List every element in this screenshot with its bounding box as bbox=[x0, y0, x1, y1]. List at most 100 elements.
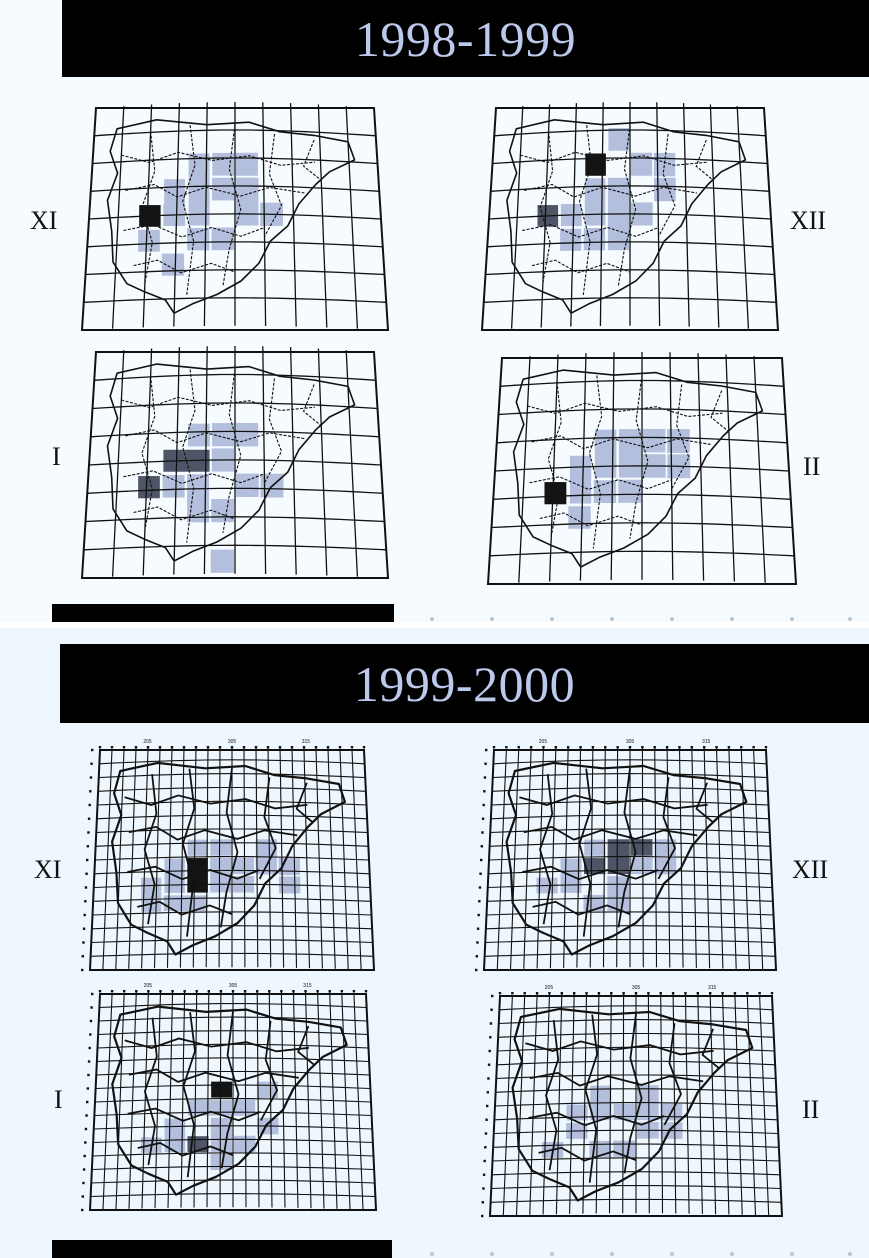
grid-tick-top bbox=[511, 992, 514, 995]
grid-tick-top bbox=[591, 746, 595, 749]
grid-tick-top bbox=[498, 992, 502, 995]
grid-parallel bbox=[490, 185, 770, 192]
grid-tick-top bbox=[158, 746, 162, 749]
grid-parallel bbox=[94, 373, 376, 381]
grid-parallel bbox=[489, 550, 795, 557]
grid-tick-left bbox=[84, 1141, 87, 1144]
grid-parallel bbox=[88, 213, 382, 220]
grid-tick-top bbox=[206, 746, 210, 749]
grid-tick-left bbox=[481, 817, 485, 820]
grid-tick-top bbox=[702, 746, 706, 749]
grid-tick-left bbox=[476, 941, 479, 944]
grid-column-label: 315 bbox=[708, 985, 717, 991]
cell-light bbox=[618, 479, 641, 503]
province-border bbox=[578, 768, 593, 937]
season-panel-1999-2000: 1999-2000 XI XII I II 205 305 315 205 305 31… bbox=[0, 628, 869, 1258]
province-border bbox=[260, 1020, 278, 1121]
grid-tick-top bbox=[338, 746, 342, 749]
province-border bbox=[128, 825, 298, 841]
grid-tick-left bbox=[86, 845, 90, 848]
grid-tick-top bbox=[122, 990, 126, 993]
grid-tick-top bbox=[255, 990, 259, 993]
grid-tick-left bbox=[82, 1181, 85, 1185]
grid-tick-top bbox=[254, 746, 258, 749]
grid-tick-left bbox=[482, 1173, 486, 1176]
cell-light bbox=[211, 499, 234, 523]
cell-light bbox=[667, 429, 690, 453]
grid-tick-top bbox=[684, 992, 687, 995]
grid-tick-left bbox=[490, 1008, 493, 1011]
grid-tick-top bbox=[690, 746, 694, 749]
grid-tick-left bbox=[91, 992, 94, 996]
cell-dark bbox=[211, 1081, 232, 1098]
grid-parallel bbox=[491, 522, 793, 529]
grid-parallel bbox=[85, 269, 385, 276]
grid-tick-left bbox=[89, 776, 93, 779]
month-label-ii: II bbox=[802, 1095, 820, 1124]
grid-tick-top bbox=[218, 746, 222, 749]
grid-tick-top bbox=[98, 746, 102, 749]
province-border bbox=[182, 369, 196, 543]
grid-tick-top bbox=[170, 746, 174, 749]
province-border bbox=[141, 131, 156, 283]
grid-parallel bbox=[492, 1157, 780, 1162]
map-frame bbox=[80, 107, 390, 331]
grid-column-label: 315 bbox=[303, 983, 312, 989]
grid-tick-top bbox=[243, 990, 247, 993]
grid-parallel bbox=[486, 911, 774, 916]
coastline bbox=[106, 119, 356, 314]
month-label-xii: XII bbox=[792, 855, 829, 884]
grid-tick-top bbox=[659, 992, 662, 995]
footer-bar bbox=[52, 1240, 392, 1258]
grid-parallel bbox=[94, 856, 370, 861]
grid-tick-top bbox=[616, 746, 619, 749]
season-title-1999-2000: 1999-2000 bbox=[60, 644, 869, 723]
grid-tick-left bbox=[479, 872, 482, 875]
grid-tick-left bbox=[485, 1118, 488, 1121]
grid-parallel bbox=[485, 269, 775, 276]
grid-tick-top bbox=[207, 990, 211, 993]
grid-tick-top bbox=[122, 746, 126, 749]
grid-tick-top bbox=[597, 992, 601, 995]
grid-tick-top bbox=[352, 990, 356, 993]
grid-tick-top bbox=[671, 992, 675, 995]
grid-parallel bbox=[487, 897, 773, 902]
cell-light bbox=[187, 474, 210, 523]
grid-tick-left bbox=[480, 858, 483, 862]
grid-tick-left bbox=[91, 748, 94, 752]
grid-tick-top bbox=[135, 990, 138, 993]
grid-tick-left bbox=[87, 817, 91, 820]
grid-tick-top bbox=[194, 746, 198, 749]
grid-tick-left bbox=[489, 1036, 492, 1039]
grid-parallel bbox=[90, 952, 374, 957]
province-border bbox=[578, 125, 592, 296]
grid-tick-top bbox=[665, 746, 669, 749]
grid-tick-top bbox=[266, 746, 270, 749]
grid-tick-top bbox=[364, 990, 368, 993]
footer-bar bbox=[52, 604, 394, 622]
map-frame bbox=[486, 357, 798, 585]
grid-parallel bbox=[493, 493, 791, 500]
grid-tick-left bbox=[82, 927, 86, 930]
grid-parallel bbox=[93, 1138, 373, 1144]
grid-parallel bbox=[495, 1088, 777, 1093]
grid-tick-left bbox=[81, 955, 85, 958]
province-border bbox=[663, 1023, 682, 1126]
province-border bbox=[539, 131, 554, 283]
grid-tick-top bbox=[727, 746, 731, 749]
grid-tick-top bbox=[770, 992, 774, 995]
grid-column-label: 205 bbox=[144, 983, 153, 989]
grid-tick-left bbox=[486, 1104, 489, 1108]
grid-parallel bbox=[92, 1152, 374, 1157]
grid-tick-top bbox=[110, 990, 114, 993]
cell-light bbox=[618, 429, 641, 478]
map-1999-xii: 205 305 315 bbox=[475, 739, 778, 972]
grid-tick-top bbox=[560, 992, 564, 995]
grid-tick-left bbox=[481, 1201, 485, 1204]
grid-tick-left bbox=[487, 1077, 490, 1080]
grid-tick-top bbox=[326, 746, 330, 749]
grid-parallel bbox=[499, 1005, 773, 1011]
month-label-i: I bbox=[54, 1085, 63, 1114]
grid-tick-left bbox=[90, 762, 93, 765]
province-border bbox=[123, 470, 265, 484]
